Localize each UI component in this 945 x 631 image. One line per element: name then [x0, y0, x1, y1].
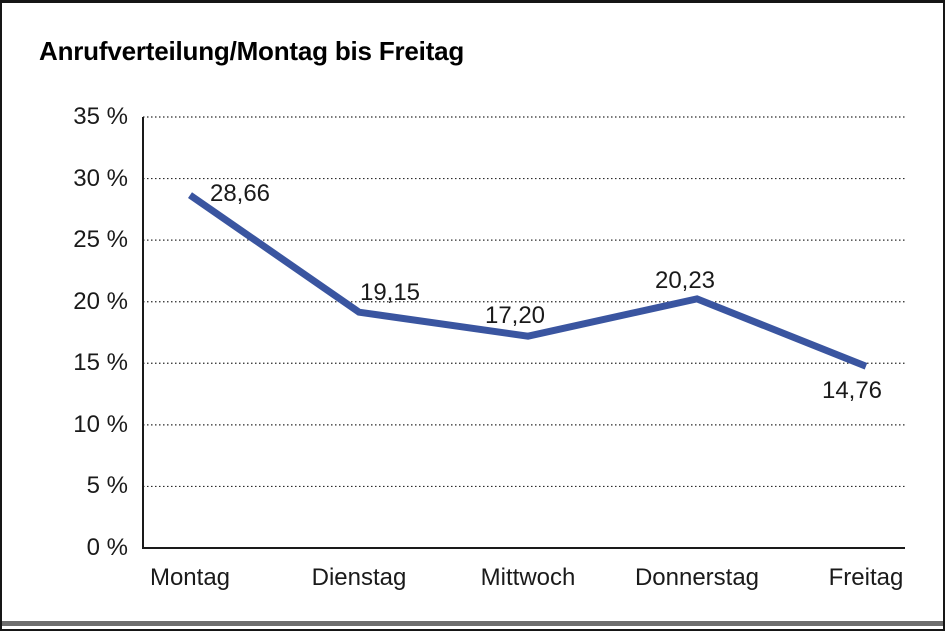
chart-title: Anrufverteilung/Montag bis Freitag — [39, 36, 465, 66]
bottom-divider — [2, 621, 943, 626]
chart-canvas — [142, 116, 905, 549]
data-series-line — [188, 192, 868, 370]
